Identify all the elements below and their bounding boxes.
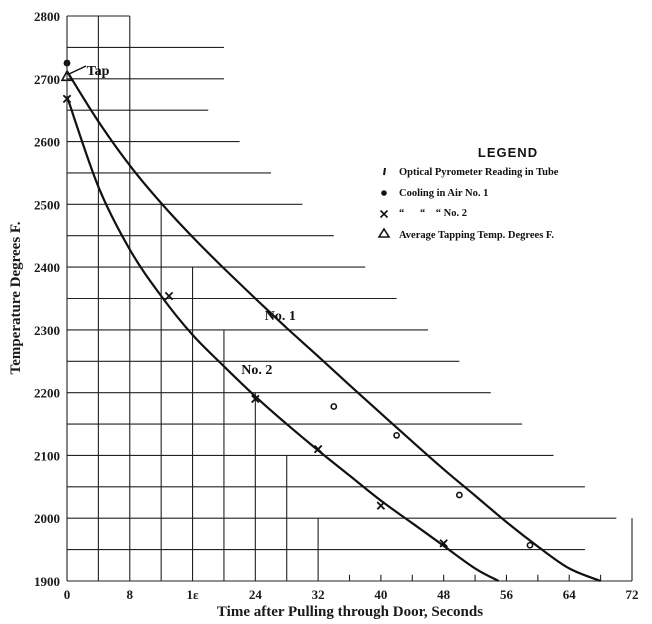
y-tick-label: 2300 — [34, 323, 60, 338]
legend-title: LEGEND — [478, 145, 538, 160]
legend: LEGEND Optical Pyrometer Reading in Tube… — [377, 145, 559, 241]
y-tick-label: 2600 — [34, 135, 60, 150]
cooling-no-1-point — [393, 431, 400, 439]
cooling-no-2-point — [313, 444, 323, 454]
cooling-no-2-point — [376, 501, 386, 510]
y-tick-label: 2500 — [34, 197, 60, 212]
x-tick-label: 32 — [312, 587, 325, 602]
tap-label: Tap — [87, 64, 110, 79]
x-marker-icon — [379, 209, 389, 219]
series-no-1-line — [66, 70, 602, 583]
x-tick-label: 72 — [626, 587, 639, 602]
legend-label: Average Tapping Temp. Degrees F. — [399, 230, 554, 241]
legend-label: Optical Pyrometer Reading in Tube — [399, 167, 559, 178]
x-tick-label: 48 — [437, 587, 451, 602]
dot-marker-icon — [381, 190, 387, 196]
no-1-label: No. 1 — [265, 309, 296, 324]
y-tick-label: 2800 — [34, 9, 60, 24]
cooling-no-1-point — [330, 403, 338, 410]
tap-leader-line — [68, 65, 87, 75]
triangle-marker-icon — [377, 227, 391, 238]
y-tick-label: 1900 — [34, 574, 60, 589]
x-tick-label: 40 — [374, 587, 387, 602]
y-tick-label: 2100 — [34, 448, 60, 463]
legend-entry-cooling-no-1: Cooling in Air No. 1 — [381, 188, 488, 199]
legend-label: Cooling in Air No. 1 — [399, 188, 488, 199]
x-tick-label: 1ε — [187, 587, 200, 602]
curve-series — [65, 70, 602, 583]
no-2-label: No. 2 — [241, 363, 272, 378]
y-tick-label: 2400 — [34, 260, 60, 275]
cooling-no-2-point — [164, 291, 174, 301]
grid-lines — [67, 15, 633, 581]
x-tick-label: 64 — [563, 587, 577, 602]
x-axis-title: Time after Pulling through Door, Seconds — [217, 604, 483, 620]
x-tick-label: 24 — [249, 587, 263, 602]
axes — [66, 16, 632, 582]
y-tick-label: 2700 — [34, 72, 60, 87]
x-tick-label: 0 — [64, 587, 71, 602]
cooling-no-1-point — [455, 491, 463, 499]
legend-label: “ “ “ No. 2 — [399, 208, 467, 219]
legend-entry-tapping-temp: Average Tapping Temp. Degrees F. — [377, 227, 554, 241]
tick-mark-icon — [383, 167, 386, 176]
tick-labels: 0 8 1ε 24 32 40 48 56 64 72 1900 2000 2100 2200 2300 24… — [34, 9, 639, 602]
annotations: Tap No. 1 No. 2 — [68, 64, 296, 378]
data-points — [60, 59, 534, 549]
x-tick-label: 8 — [127, 587, 134, 602]
series-no-2-line — [65, 96, 500, 582]
legend-entry-optical-pyrometer: Optical Pyrometer Reading in Tube — [383, 167, 559, 178]
cooling-no-1-point — [526, 541, 534, 549]
cooling-no-2-point — [251, 394, 260, 404]
cooling-no-2-point — [439, 539, 448, 548]
y-tick-label: 2200 — [34, 386, 60, 401]
x-tick-label: 56 — [500, 587, 514, 602]
y-tick-label: 2000 — [34, 511, 60, 526]
legend-entry-cooling-no-2: “ “ “ No. 2 — [379, 208, 467, 219]
y-axis-title: Temperature Degrees F. — [8, 221, 24, 374]
